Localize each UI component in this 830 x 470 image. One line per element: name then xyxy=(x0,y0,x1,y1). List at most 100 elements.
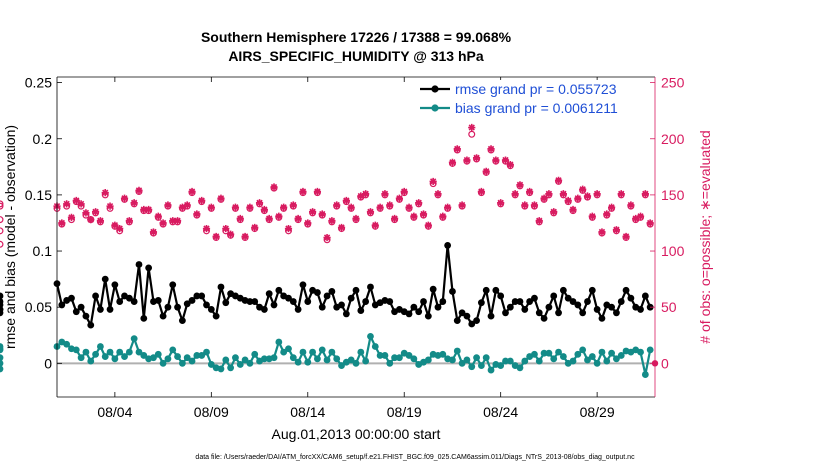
bias-point xyxy=(77,354,85,362)
rmse-point xyxy=(608,303,615,311)
obs-evaluated-point xyxy=(390,214,399,223)
obs-evaluated-point xyxy=(58,219,66,227)
obs-evaluated-point xyxy=(607,203,616,211)
rmse-point xyxy=(58,301,66,309)
obs-evaluated-point xyxy=(453,145,461,153)
bias-point xyxy=(207,361,215,368)
x-tick-label: 08/14 xyxy=(290,404,325,420)
rmse-point xyxy=(540,315,548,322)
obs-evaluated-point xyxy=(222,224,230,233)
rmse-point xyxy=(516,298,524,305)
obs-evaluated-point xyxy=(289,201,297,209)
rmse-point xyxy=(386,298,394,305)
rmse-point xyxy=(87,321,95,329)
rmse-point xyxy=(526,298,534,305)
bias-point xyxy=(477,362,485,369)
obs-evaluated-point xyxy=(87,215,95,224)
rmse-point xyxy=(203,301,210,309)
bias-point xyxy=(304,358,312,366)
rmse-point xyxy=(487,312,495,320)
rmse-point xyxy=(304,298,312,305)
obs-evaluated-point xyxy=(140,205,148,214)
bias-point xyxy=(294,358,302,366)
bias-point xyxy=(352,359,360,367)
obs-evaluated-point xyxy=(342,196,350,205)
y-right-tick-label: 200 xyxy=(661,131,685,147)
rmse-point xyxy=(342,310,350,318)
obs-evaluated-point xyxy=(511,190,519,198)
bias-point xyxy=(183,354,191,362)
rmse-point xyxy=(193,292,201,300)
obs-evaluated-point xyxy=(241,232,249,241)
bias-point xyxy=(371,343,379,350)
obs-evaluated-point xyxy=(545,190,553,198)
obs-evaluated-point xyxy=(381,190,389,198)
bias-point xyxy=(367,332,374,340)
legend: rmse grand pr = 0.055723 bias grand pr =… xyxy=(418,80,646,120)
obs-evaluated-point xyxy=(231,203,240,211)
rmse-point xyxy=(405,310,413,318)
legend-rmse-label: rmse grand pr = 0.055723 xyxy=(455,81,617,97)
bias-point xyxy=(97,343,104,350)
bias-point xyxy=(111,355,119,363)
obs-evaluated-point xyxy=(246,203,254,211)
bias-point xyxy=(540,349,548,357)
legend-bias-label: bias grand pr = 0.0061211 xyxy=(455,100,618,116)
bias-point xyxy=(154,350,162,358)
obs-evaluated-point xyxy=(111,221,119,229)
bias-point xyxy=(608,349,615,357)
rmse-point xyxy=(265,290,273,298)
bias-point xyxy=(169,346,177,354)
rmse-point xyxy=(135,261,143,268)
obs-evaluated-point xyxy=(424,221,432,229)
rmse-point xyxy=(0,292,4,300)
obs-possible-point xyxy=(0,227,4,235)
bias-point xyxy=(598,348,606,356)
bias-point xyxy=(357,348,365,356)
bias-point xyxy=(617,352,625,359)
rmse-point xyxy=(251,298,259,305)
rmse-point xyxy=(217,283,225,291)
bias-point xyxy=(637,348,644,356)
obs-evaluated-point xyxy=(632,214,640,223)
obs-evaluated-point xyxy=(550,208,558,216)
rmse-point xyxy=(347,294,355,302)
bias-point xyxy=(473,354,480,362)
obs-evaluated-point xyxy=(67,213,76,221)
obs-evaluated-point xyxy=(188,187,196,196)
rmse-point xyxy=(140,315,148,322)
bias-point xyxy=(535,357,543,365)
obs-evaluated-point xyxy=(458,201,466,209)
obs-evaluated-point xyxy=(63,200,71,208)
rmse-point xyxy=(569,298,577,305)
rmse-point xyxy=(352,286,360,294)
rmse-point xyxy=(125,294,133,302)
obs-evaluated-point xyxy=(395,194,404,202)
bias-point xyxy=(362,357,370,365)
rmse-point xyxy=(145,264,153,272)
rmse-point xyxy=(270,301,278,309)
rmse-point xyxy=(439,298,447,305)
obs-evaluated-point xyxy=(255,199,264,207)
obs-evaluated-point xyxy=(260,205,268,214)
obs-evaluated-point xyxy=(554,176,563,184)
rmse-point xyxy=(77,303,85,311)
rmse-point xyxy=(72,308,80,316)
rmse-point xyxy=(362,298,370,305)
obs-evaluated-point xyxy=(386,201,394,209)
obs-evaluated-point xyxy=(280,203,288,211)
obs-evaluated-point xyxy=(410,212,418,220)
bias-point xyxy=(241,356,249,364)
obs-evaluated-point xyxy=(482,167,490,175)
obs-evaluated-point xyxy=(284,224,293,233)
rmse-point xyxy=(574,301,582,309)
legend-box xyxy=(418,80,646,120)
y-left-tick-label: 0.05 xyxy=(25,299,52,315)
obs-evaluated-point xyxy=(275,212,283,220)
obs-evaluated-point xyxy=(429,177,437,186)
obs-evaluated-point xyxy=(106,202,114,210)
rmse-point xyxy=(82,312,90,320)
rmse-point xyxy=(328,288,336,295)
rmse-point xyxy=(285,294,292,302)
obs-evaluated-point xyxy=(347,203,355,211)
